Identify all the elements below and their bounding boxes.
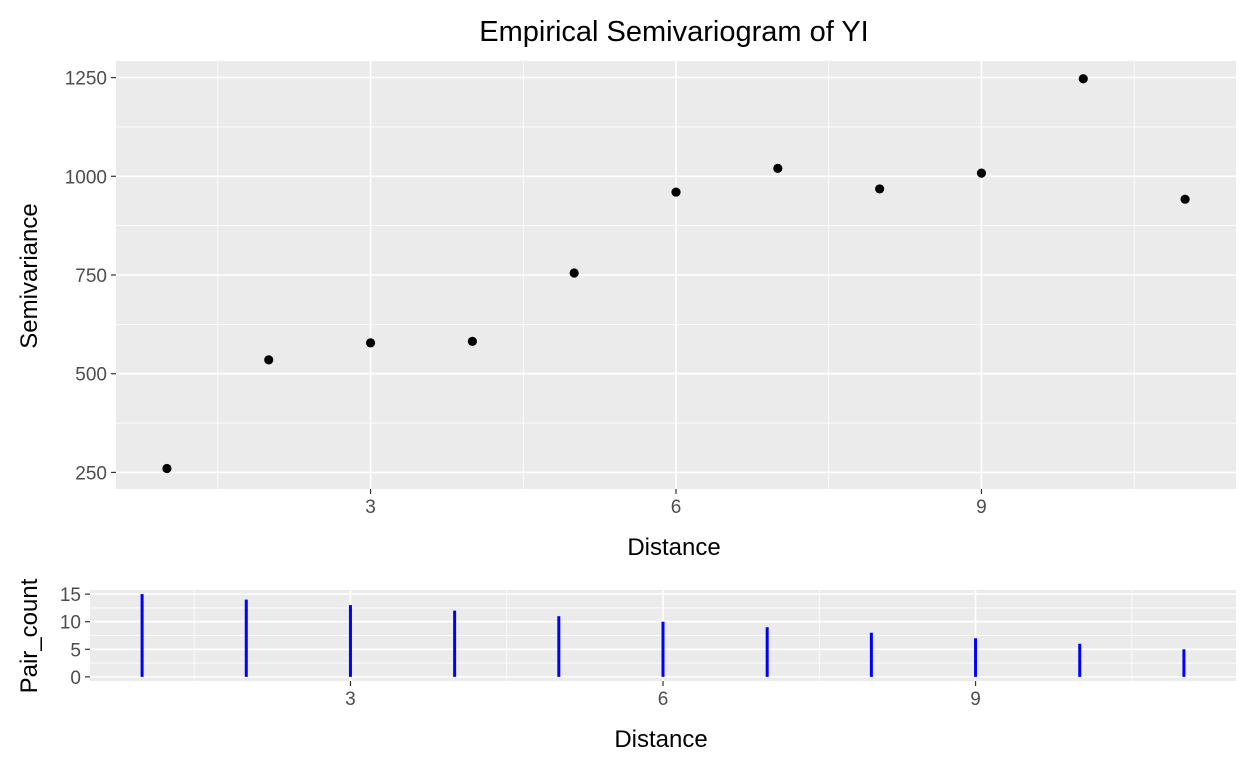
pair-count-panel: 3 6 9 0 5 10 15 bbox=[60, 585, 1236, 710]
pair-count-x-tick-label: 9 bbox=[970, 689, 981, 710]
semivariance-y-tick-label: 250 bbox=[75, 463, 107, 484]
semivariance-x-tick-label: 3 bbox=[365, 497, 376, 518]
pair-count-y-tick-label: 15 bbox=[60, 585, 81, 606]
pair-count-y-tick-label: 10 bbox=[60, 613, 81, 634]
semivariance-data-point bbox=[1078, 74, 1088, 84]
top-x-axis-label: Distance bbox=[627, 534, 720, 561]
semivariance-data-point bbox=[264, 355, 274, 365]
semivariance-data-point bbox=[467, 336, 477, 346]
pair-count-y-tick-label: 5 bbox=[70, 640, 81, 661]
semivariance-panel: 3 6 9 250 500 750 1000 1250 bbox=[65, 61, 1236, 518]
semivariance-data-point bbox=[569, 268, 579, 278]
semivariance-data-point bbox=[162, 463, 172, 474]
top-y-axis-label: Semivariance bbox=[16, 203, 43, 348]
semivariance-y-tick-label: 500 bbox=[75, 365, 107, 386]
semivariance-y-tick-label: 1000 bbox=[65, 167, 107, 188]
semivariance-y-tick-label: 1250 bbox=[65, 69, 107, 90]
pair-count-x-tick-label: 6 bbox=[658, 689, 669, 710]
semivariance-data-point bbox=[671, 187, 681, 197]
semivariance-data-point bbox=[1180, 194, 1190, 204]
bottom-x-axis-label: Distance bbox=[614, 726, 707, 753]
bottom-y-axis-label: Pair_count bbox=[16, 578, 43, 693]
semivariance-y-tick-label: 750 bbox=[75, 266, 107, 287]
semivariance-x-tick-label: 6 bbox=[671, 497, 682, 518]
semivariance-data-point bbox=[365, 338, 376, 348]
pair-count-y-tick-label: 0 bbox=[70, 668, 81, 689]
semivariance-data-point bbox=[773, 163, 783, 173]
semivariance-x-tick-label: 9 bbox=[976, 497, 987, 518]
chart-title: Empirical Semivariogram of YI bbox=[479, 16, 868, 48]
semivariance-data-point bbox=[875, 184, 885, 194]
semivariance-data-point bbox=[976, 168, 987, 178]
pair-count-x-tick-label: 3 bbox=[345, 689, 356, 710]
